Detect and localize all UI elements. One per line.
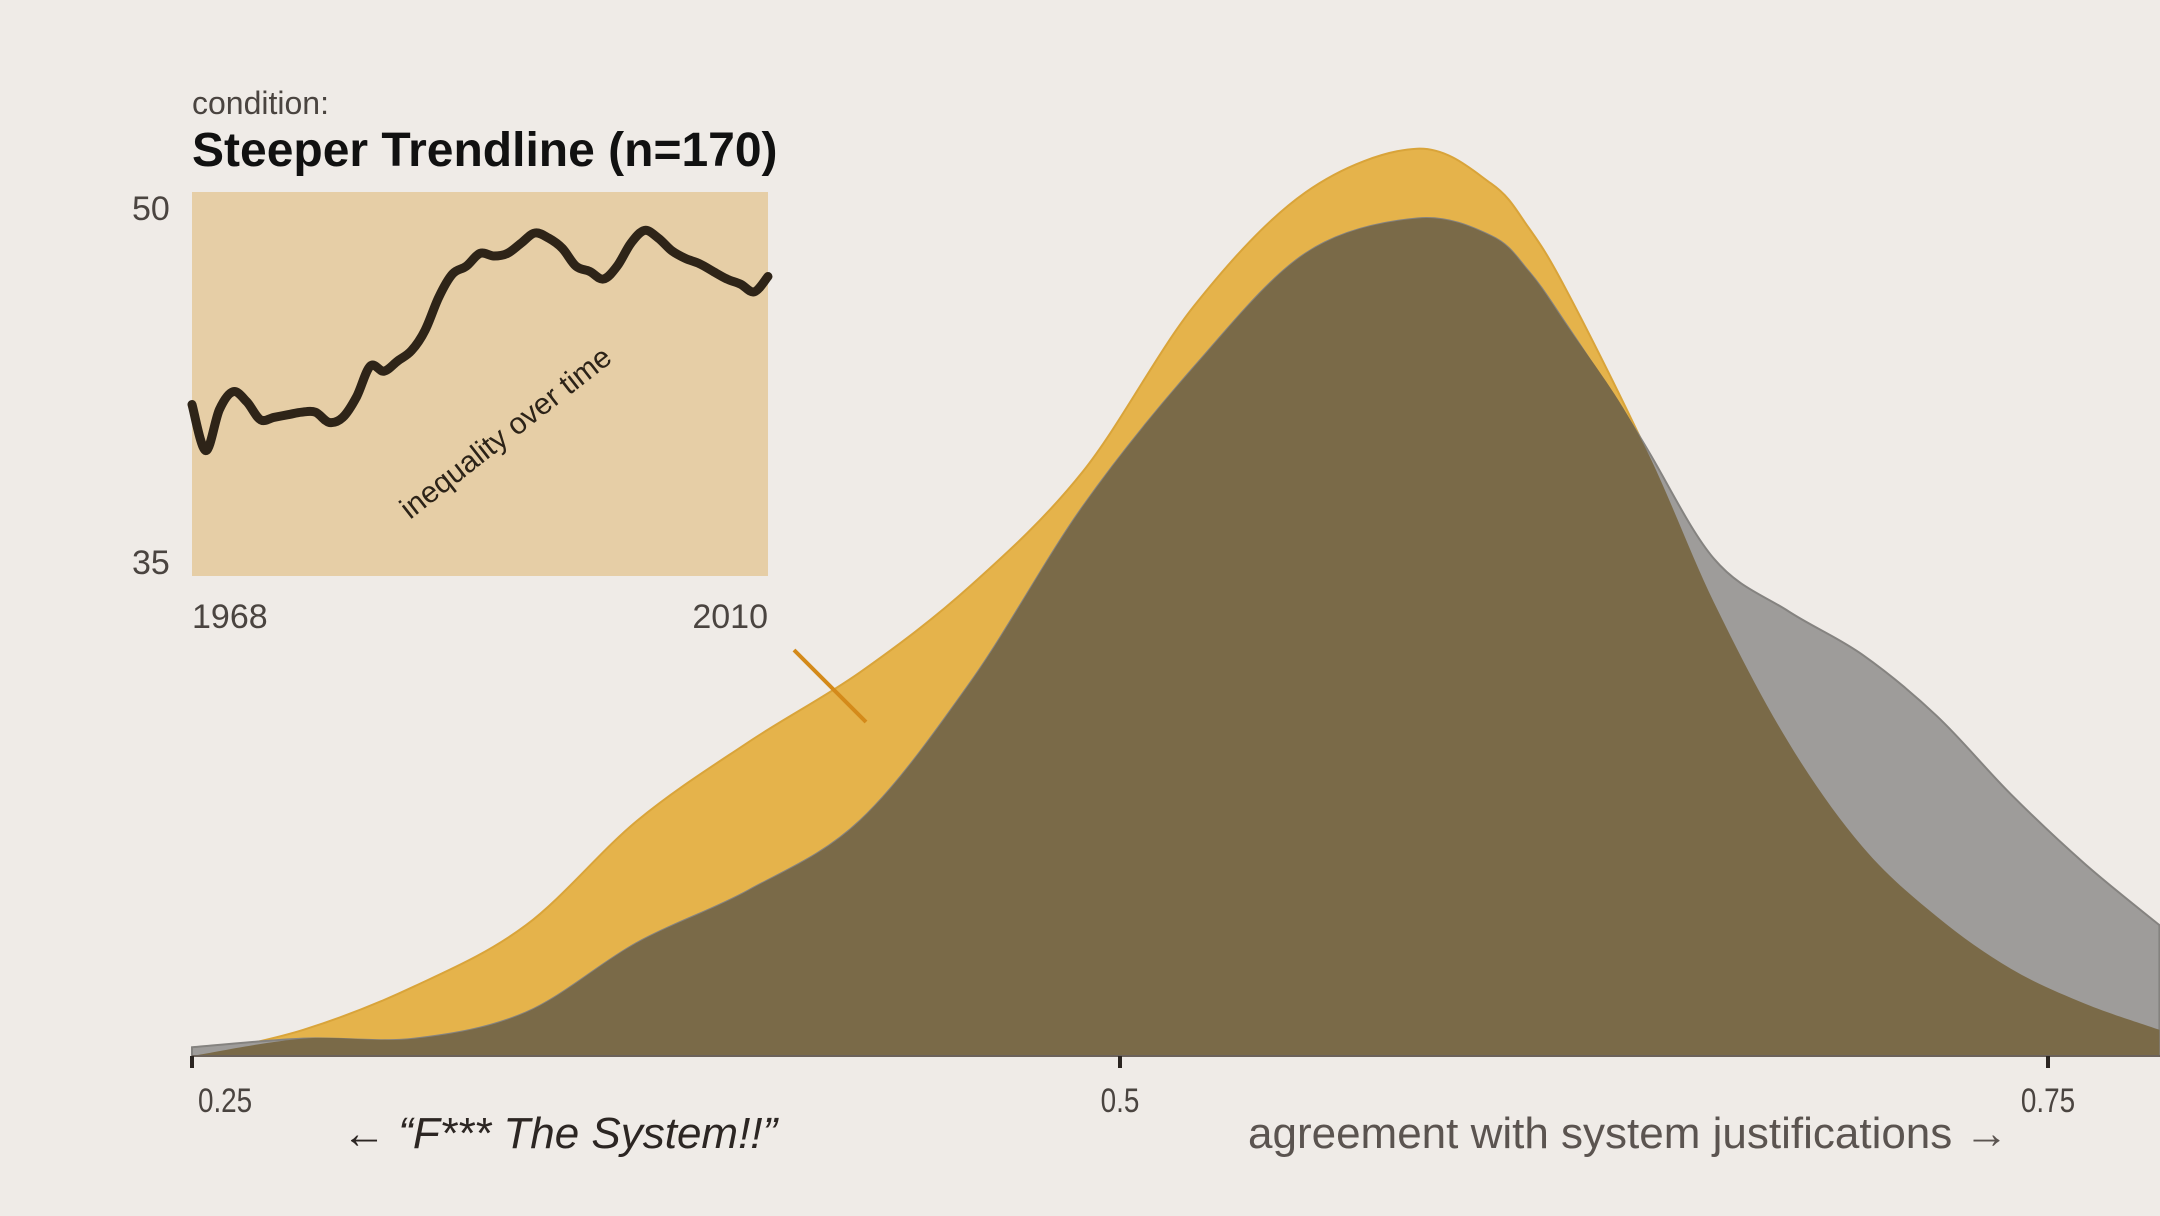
x-tick-label: 0.5 (1101, 1081, 1140, 1119)
x-tick-label: 0.75 (2021, 1081, 2075, 1119)
inset-x-tick-label-end: 2010 (692, 598, 768, 636)
inset-connector-line (792, 648, 868, 724)
condition-label: condition: (192, 85, 329, 121)
x-tick-label: 0.25 (198, 1081, 252, 1119)
inset-y-tick-label-bottom: 35 (132, 544, 170, 582)
density-areas (191, 147, 2160, 1057)
x-axis-label-right: agreement with system justifications → (1248, 1109, 2009, 1158)
inset-trend-line (187, 225, 773, 456)
x-axis-ticks: 0.25 0.5 0.75 (190, 1056, 2075, 1120)
inset-chart: inequality over time 50 35 1968 2010 (132, 190, 773, 636)
condition-title: Steeper Trendline (n=170) (192, 124, 778, 177)
density-area-overlap (192, 218, 2160, 1056)
x-axis-label-left: ← “F*** The System!!” (342, 1109, 780, 1158)
inset-x-tick-label-start: 1968 (192, 598, 268, 636)
inset-y-tick-label-top: 50 (132, 190, 170, 228)
